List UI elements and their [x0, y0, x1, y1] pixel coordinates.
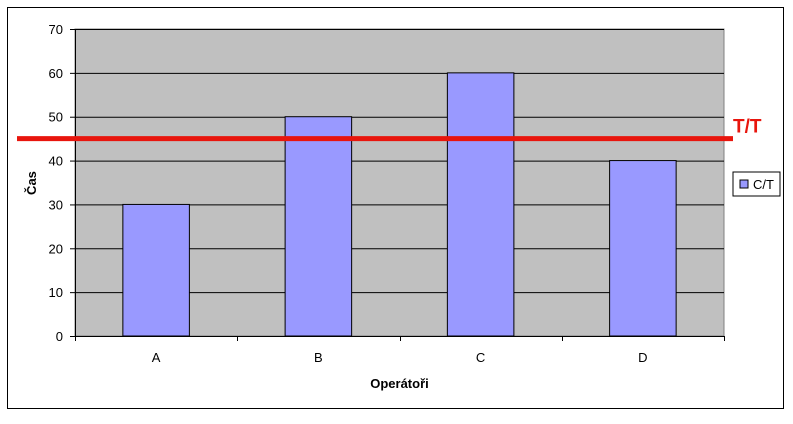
x-tick-label: B [314, 350, 323, 365]
x-axis-title: Operátoři [370, 376, 429, 391]
legend-label: C/T [753, 177, 774, 192]
bar-D [609, 160, 677, 337]
y-tick-label: 30 [49, 197, 63, 212]
legend-swatch [739, 179, 749, 189]
y-axis-title: Čas [24, 171, 39, 195]
y-tick-label: 70 [49, 22, 63, 37]
y-tick-label: 40 [49, 154, 63, 169]
x-tick-label: D [638, 350, 647, 365]
y-tick-label: 20 [49, 241, 63, 256]
bar-C [446, 72, 515, 337]
y-tick-label: 60 [49, 66, 63, 81]
bars [122, 72, 677, 337]
x-tick-label: C [476, 350, 485, 365]
bar-B [284, 116, 353, 337]
x-tick-label: A [152, 350, 161, 365]
y-tick-labels: 0 10 20 30 40 50 60 70 [49, 22, 63, 344]
axes [70, 29, 725, 341]
y-tick-label: 0 [56, 329, 63, 344]
y-tick-label: 50 [49, 110, 63, 125]
x-tick-labels: A B C D [152, 350, 648, 365]
takt-time-label: T/T [733, 117, 762, 138]
y-tick-label: 10 [49, 285, 63, 300]
legend: C/T [732, 171, 781, 197]
bar-A [122, 203, 190, 337]
